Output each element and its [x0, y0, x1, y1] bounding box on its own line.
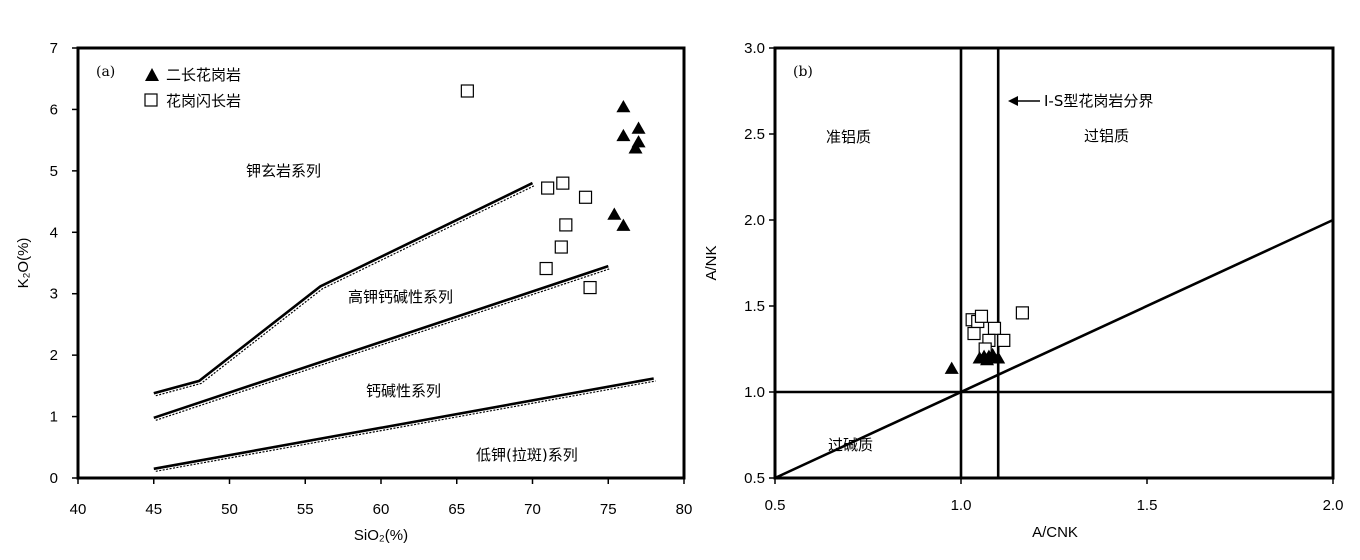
diagonal-reference-line — [774, 218, 1334, 480]
x-tick-label: 40 — [70, 501, 87, 518]
granodiorite-point — [559, 218, 573, 232]
legend-label-monzogranite: 二长花岗岩 — [166, 66, 241, 84]
y-axis-label: K₂O(%) — [15, 238, 32, 289]
granodiorite-point — [974, 309, 989, 323]
y-axis-label: A/NK — [703, 245, 720, 280]
field-label-high-k-calc-alkaline: 高钾钙碱性系列 — [348, 288, 453, 306]
granodiorite-point — [997, 333, 1011, 347]
y-tick-label: 0 — [50, 470, 58, 487]
y-ticks: 0 1 2 3 4 5 6 7 — [50, 40, 78, 487]
x-ticks: 40 45 50 55 60 65 70 75 80 — [70, 478, 693, 518]
boundary-line — [153, 377, 654, 471]
monzogranite-point — [980, 353, 995, 366]
legend-label-granodiorite: 花岗闪长岩 — [166, 92, 241, 110]
granodiorite-point — [967, 326, 981, 341]
monzogranite-point — [607, 207, 622, 220]
granodiorite-point — [556, 176, 570, 190]
panel-a-label: (a) — [96, 64, 115, 80]
granodiorite-point — [460, 84, 474, 98]
monzogranite-point — [991, 351, 1006, 364]
x-axis-label: SiO₂(%) — [354, 527, 408, 544]
field-label-calc-alkaline: 钙碱性系列 — [366, 382, 441, 400]
y-tick-label: 4 — [50, 224, 58, 241]
x-tick-label: 75 — [600, 501, 617, 518]
panel-b-label: (b) — [793, 64, 813, 80]
data-points — [944, 306, 1029, 374]
x-tick-label: 65 — [448, 501, 465, 518]
x-axis-label: A/CNK — [1032, 524, 1078, 541]
y-tick-label: 2.5 — [744, 126, 765, 143]
boundary-line — [153, 264, 609, 420]
y-tick-label: 2.0 — [744, 212, 765, 229]
x-ticks: 0.5 1.0 1.5 2.0 — [765, 478, 1344, 514]
monzogranite-point — [631, 121, 646, 134]
is-boundary-label: I-S型花岗岩分界 — [1044, 92, 1153, 110]
granodiorite-point — [987, 321, 1002, 335]
granodiorite-point — [583, 280, 597, 295]
boundary-line-shadow — [155, 185, 535, 397]
boundary-line — [153, 181, 534, 395]
x-tick-label: 55 — [297, 501, 314, 518]
granodiorite-point — [539, 261, 553, 276]
y-tick-label: 3.0 — [744, 40, 765, 57]
monzogranite-point — [944, 361, 959, 374]
field-label-shoshonite: 钾玄岩系列 — [246, 162, 321, 180]
x-tick-label: 2.0 — [1323, 497, 1344, 514]
field-label-peralkaline: 过碱质 — [828, 436, 873, 454]
y-tick-label: 3 — [50, 286, 58, 303]
monzogranite-point — [616, 128, 631, 142]
y-tick-label: 0.5 — [744, 470, 765, 487]
x-tick-label: 45 — [145, 501, 162, 518]
y-ticks: 0.5 1.0 1.5 2.0 2.5 3.0 — [744, 40, 775, 487]
panel-b: (b) 准铝质 过铝质 过碱质 I-S型花岗岩分界 0.5 1.0 1.5 2.0 0… — [703, 40, 1343, 541]
x-tick-label: 60 — [373, 501, 390, 518]
field-label-peraluminous: 过铝质 — [1084, 127, 1129, 145]
y-tick-label: 7 — [50, 40, 58, 57]
legend-triangle-marker — [145, 68, 159, 81]
data-points — [460, 84, 646, 295]
arrowhead-icon — [1008, 96, 1018, 106]
granodiorite-point — [541, 181, 555, 195]
legend-square-marker — [144, 93, 158, 107]
x-tick-label: 1.5 — [1137, 497, 1158, 514]
y-tick-label: 2 — [50, 347, 58, 364]
x-tick-label: 0.5 — [765, 497, 786, 514]
x-tick-label: 1.0 — [951, 497, 972, 514]
y-tick-label: 1.5 — [744, 298, 765, 315]
field-label-low-k-tholeiitic: 低钾(拉斑)系列 — [476, 446, 578, 464]
monzogranite-point — [616, 218, 631, 231]
field-label-metaluminous: 准铝质 — [826, 128, 871, 146]
x-tick-label: 80 — [676, 501, 693, 518]
boundary-line-shadow — [155, 380, 656, 472]
y-tick-label: 6 — [50, 101, 58, 118]
x-tick-label: 50 — [221, 501, 238, 518]
granodiorite-point — [1015, 306, 1029, 320]
boundary-lines — [153, 181, 656, 472]
y-tick-label: 1 — [50, 409, 58, 426]
boundary-line-shadow — [155, 268, 611, 421]
monzogranite-point — [616, 100, 631, 113]
panel-b-frame — [773, 46, 1335, 480]
panel-a: (a) 二长花岗岩 花岗闪长岩 钾玄岩系列 高钾钙碱性系列 钙碱性系列 低钾(拉… — [15, 40, 692, 544]
granodiorite-point — [554, 240, 568, 254]
reference-lines — [774, 48, 1334, 480]
y-tick-label: 5 — [50, 163, 58, 180]
x-tick-label: 70 — [524, 501, 541, 518]
granodiorite-point — [578, 190, 593, 204]
y-tick-label: 1.0 — [744, 384, 765, 401]
monzogranite-point — [628, 141, 643, 154]
